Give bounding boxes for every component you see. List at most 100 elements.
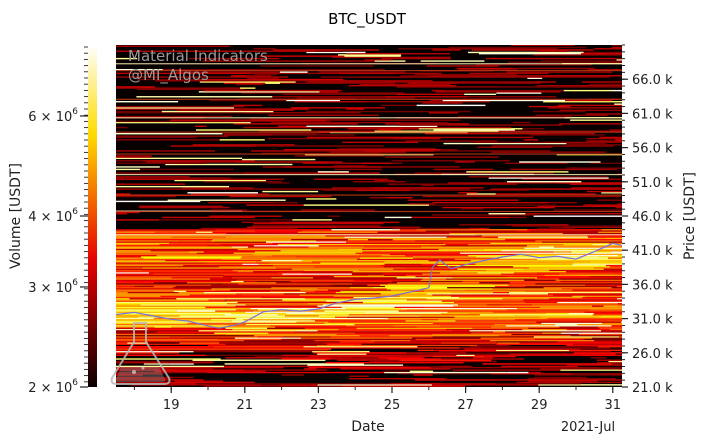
heatmap-cell — [198, 78, 270, 81]
heatmap-cell — [566, 328, 610, 331]
heatmap-cell — [137, 381, 164, 384]
heatmap-cell — [495, 193, 596, 195]
heatmap-cell — [431, 48, 558, 50]
heatmap-cell — [579, 348, 622, 350]
heatmap-cell — [116, 249, 151, 252]
heatmap-cell — [414, 172, 452, 174]
heatmap-cell — [245, 247, 304, 249]
heatmap-cell — [116, 378, 171, 380]
heatmap-cell — [177, 80, 295, 82]
heatmap-cell — [617, 305, 622, 307]
heatmap-cell — [606, 320, 622, 322]
heatmap-cell — [253, 253, 360, 256]
heatmap-cell — [116, 294, 190, 296]
heatmap-cell — [116, 311, 131, 313]
heatmap-cell — [523, 299, 622, 301]
heatmap-cell — [116, 328, 148, 331]
heatmap-cell — [271, 246, 309, 248]
heatmap-cell — [116, 258, 222, 260]
heatmap-cell — [142, 269, 233, 272]
heatmap-cell — [477, 146, 553, 148]
heatmap-cell — [560, 369, 622, 371]
heatmap-cell — [374, 60, 406, 62]
heatmap-cell — [395, 72, 442, 75]
heatmap-cell — [256, 145, 384, 147]
heatmap-cell — [573, 262, 622, 264]
heatmap-cell — [256, 60, 375, 62]
heatmap-cell — [116, 238, 213, 241]
heatmap-cell — [219, 342, 324, 344]
heatmap-cell — [617, 254, 622, 257]
heatmap-cell — [228, 278, 330, 280]
heatmap-cell — [250, 307, 347, 310]
heatmap-cell — [458, 224, 506, 226]
heatmap-cell — [489, 339, 595, 342]
colorbar-tick-label: 4 × 106 — [28, 207, 78, 225]
heatmap-cell — [116, 100, 179, 103]
heatmap-cell — [227, 57, 280, 60]
heatmap-cell — [116, 235, 233, 237]
heatmap-cell — [442, 206, 555, 209]
heatmap-cell — [116, 133, 223, 135]
heatmap-cell — [241, 221, 270, 224]
heatmap-cell — [225, 327, 268, 329]
heatmap-cell — [555, 279, 622, 281]
heatmap-cell — [303, 269, 359, 272]
heatmap-cell — [299, 294, 433, 296]
heatmap-cell — [212, 231, 298, 233]
heatmap-cell — [536, 81, 557, 83]
heatmap-cell — [555, 254, 618, 257]
heatmap-cell — [296, 256, 413, 258]
heatmap-cell — [237, 301, 363, 304]
heatmap-cell — [510, 45, 561, 46]
x-tick-label: 25 — [384, 398, 401, 413]
heatmap-cell — [501, 365, 578, 368]
heatmap-cell — [116, 264, 184, 267]
heatmap-cell — [493, 331, 506, 333]
heatmap-cell — [116, 353, 161, 355]
heatmap-cell — [244, 369, 328, 371]
heatmap-cell — [221, 283, 239, 285]
heatmap-cell — [116, 232, 191, 235]
price-tick-label: 61.0 k — [632, 107, 673, 122]
heatmap-cell — [607, 213, 622, 215]
heatmap-cell — [491, 145, 614, 147]
heatmap-cell — [537, 258, 622, 260]
heatmap-cell — [116, 279, 237, 281]
heatmap-cell — [598, 61, 622, 63]
heatmap-cell — [440, 365, 472, 368]
heatmap-cell — [116, 240, 180, 242]
heatmap-cell — [227, 302, 308, 305]
heatmap-cell — [116, 342, 128, 344]
heatmap-cell — [116, 366, 203, 369]
heatmap-cell — [294, 80, 433, 82]
heatmap-cell — [207, 245, 254, 247]
heatmap-cell — [561, 332, 622, 334]
heatmap-cell — [601, 229, 622, 231]
heatmap-cell — [116, 299, 209, 301]
heatmap-cell — [554, 376, 587, 379]
heatmap-cell — [346, 316, 455, 318]
heatmap-cell — [583, 51, 622, 54]
heatmap-cell — [474, 354, 581, 357]
heatmap-cell — [317, 329, 453, 332]
heatmap-cell — [116, 369, 245, 371]
heatmap-cell — [271, 286, 350, 289]
heatmap-cell — [384, 263, 421, 265]
heatmap-cell — [593, 248, 622, 251]
heatmap-cell — [585, 295, 622, 297]
heatmap-cell — [116, 172, 244, 174]
heatmap-cell — [522, 128, 545, 130]
heatmap-cell — [116, 257, 144, 259]
heatmap-cell — [512, 121, 531, 124]
heatmap-cell — [452, 277, 538, 279]
heatmap-cell — [589, 309, 622, 311]
heatmap-cell — [332, 56, 451, 59]
heatmap-cell — [431, 333, 512, 336]
heatmap-cell — [116, 289, 216, 291]
heatmap-cell — [202, 366, 284, 369]
heatmap-cell — [488, 177, 609, 179]
heatmap-cell — [261, 259, 302, 262]
heatmap-cell — [153, 296, 262, 299]
heatmap-cell — [435, 91, 561, 93]
